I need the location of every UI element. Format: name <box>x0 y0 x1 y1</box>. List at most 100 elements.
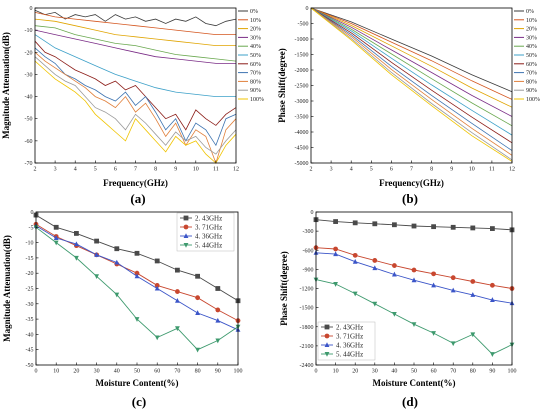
chart-b: 2 3 4 5 6 7 8 9 10 11 12 0 -500 -1000 -1500 -2000 -2500 -… <box>277 6 540 206</box>
data-point <box>324 333 330 339</box>
series-line-b-9 <box>310 7 513 161</box>
data-point <box>490 282 495 288</box>
data-point <box>324 352 330 357</box>
y-tick-label: -2500 <box>295 84 309 90</box>
data-point <box>215 317 221 323</box>
data-point <box>53 224 59 230</box>
data-point <box>324 342 330 347</box>
series-line-a-7 <box>34 47 237 147</box>
data-point <box>450 341 456 347</box>
data-point <box>175 267 180 273</box>
series-line-a-2 <box>34 18 236 46</box>
legend-label: 90% <box>526 88 537 94</box>
legend-label: 10% <box>250 18 261 24</box>
x-axis-label: Frequency(GHz) <box>103 178 168 188</box>
data-point <box>470 332 476 338</box>
y-tick-label: -15 <box>26 256 34 262</box>
data-point <box>154 285 160 291</box>
data-point <box>215 338 221 344</box>
data-point <box>195 310 200 315</box>
series-line-a-5 <box>34 34 236 97</box>
y-tick-label: -1800 <box>300 325 314 331</box>
legend-label: 20% <box>526 27 537 33</box>
y-tick-label: -20 <box>26 271 34 277</box>
y-tick-label: -600 <box>303 248 314 254</box>
series-line-b-2 <box>310 7 513 108</box>
x-tick-label: 9 <box>450 167 453 173</box>
x-tick-label: 5 <box>94 167 97 173</box>
x-tick-label: 80 <box>195 369 201 375</box>
panel-label: (c) <box>132 394 146 409</box>
x-tick-label: 10 <box>333 369 339 375</box>
series-line-b-7 <box>310 7 513 151</box>
data-point <box>114 292 120 298</box>
data-point <box>431 224 436 230</box>
y-tick-label: -30 <box>26 302 34 308</box>
data-point <box>372 258 378 263</box>
series-line-b-3 <box>310 7 513 117</box>
y-tick-label: -2400 <box>300 363 314 369</box>
x-tick-label: 100 <box>508 369 517 375</box>
x-tick-label: 30 <box>372 369 378 375</box>
series-line-a-10 <box>34 60 237 164</box>
x-tick-label: 60 <box>431 369 437 375</box>
x-tick-label: 50 <box>134 369 140 375</box>
data-point <box>134 273 140 279</box>
data-point <box>352 252 358 258</box>
x-tick-label: 70 <box>174 369 180 375</box>
data-point <box>392 222 397 228</box>
data-point <box>450 275 456 281</box>
y-tick-label: -300 <box>303 229 314 235</box>
data-point <box>333 251 338 257</box>
legend-label: 70% <box>250 71 261 77</box>
data-point <box>114 259 120 265</box>
data-point <box>154 258 160 264</box>
data-point <box>53 240 59 246</box>
data-point <box>490 226 495 231</box>
x-tick-label: 2 <box>34 167 37 173</box>
x-axis-label: Frequency(GHz) <box>379 178 444 188</box>
y-tick-label: -1000 <box>295 37 309 43</box>
y-tick-label: -45 <box>26 348 34 354</box>
x-tick-label: 90 <box>489 369 495 375</box>
data-point <box>411 322 417 327</box>
y-tick-label: -3500 <box>295 115 309 121</box>
data-point <box>74 241 79 247</box>
x-tick-label: 11 <box>489 167 495 173</box>
legend-label: 10% <box>526 18 537 24</box>
data-point <box>411 267 417 273</box>
legend-label: 30% <box>250 35 261 41</box>
legend-label: 60% <box>526 62 537 68</box>
x-tick-label: 80 <box>470 369 476 375</box>
data-point <box>470 225 476 231</box>
data-point <box>134 317 140 322</box>
panel-label: (a) <box>130 191 145 206</box>
legend-label: 3. 71GHz <box>336 332 363 340</box>
data-point <box>450 287 456 293</box>
x-tick-label: 0 <box>315 369 318 375</box>
series-line-a-3 <box>34 29 236 64</box>
x-tick-label: 12 <box>509 167 515 173</box>
y-tick-label: -30 <box>25 72 33 78</box>
data-point <box>372 265 378 271</box>
legend-label: 50% <box>250 53 261 59</box>
series-line-a-9 <box>34 56 237 155</box>
chart-a: 2 3 4 5 6 7 8 9 10 11 12 0 -10 -20 -30 -40 -50 -60 -70 Freq… <box>1 6 264 206</box>
series-line-a-4 <box>34 25 237 62</box>
data-point <box>53 235 59 241</box>
x-tick-label: 6 <box>114 167 117 173</box>
data-point <box>175 289 180 294</box>
y-tick-label: -2000 <box>295 68 309 74</box>
y-tick-label: -2100 <box>300 344 314 350</box>
series-line-a-8 <box>34 51 237 165</box>
x-axis-label: Moisture Content(%) <box>95 378 178 388</box>
data-point <box>94 274 99 280</box>
x-tick-label: 4 <box>350 167 353 173</box>
x-tick-label: 20 <box>73 369 79 375</box>
legend-label: 20% <box>250 27 261 33</box>
y-tick-label: 0 <box>306 6 309 12</box>
data-point <box>74 255 79 261</box>
x-tick-label: 30 <box>94 369 100 375</box>
y-tick-label: -40 <box>26 332 34 338</box>
